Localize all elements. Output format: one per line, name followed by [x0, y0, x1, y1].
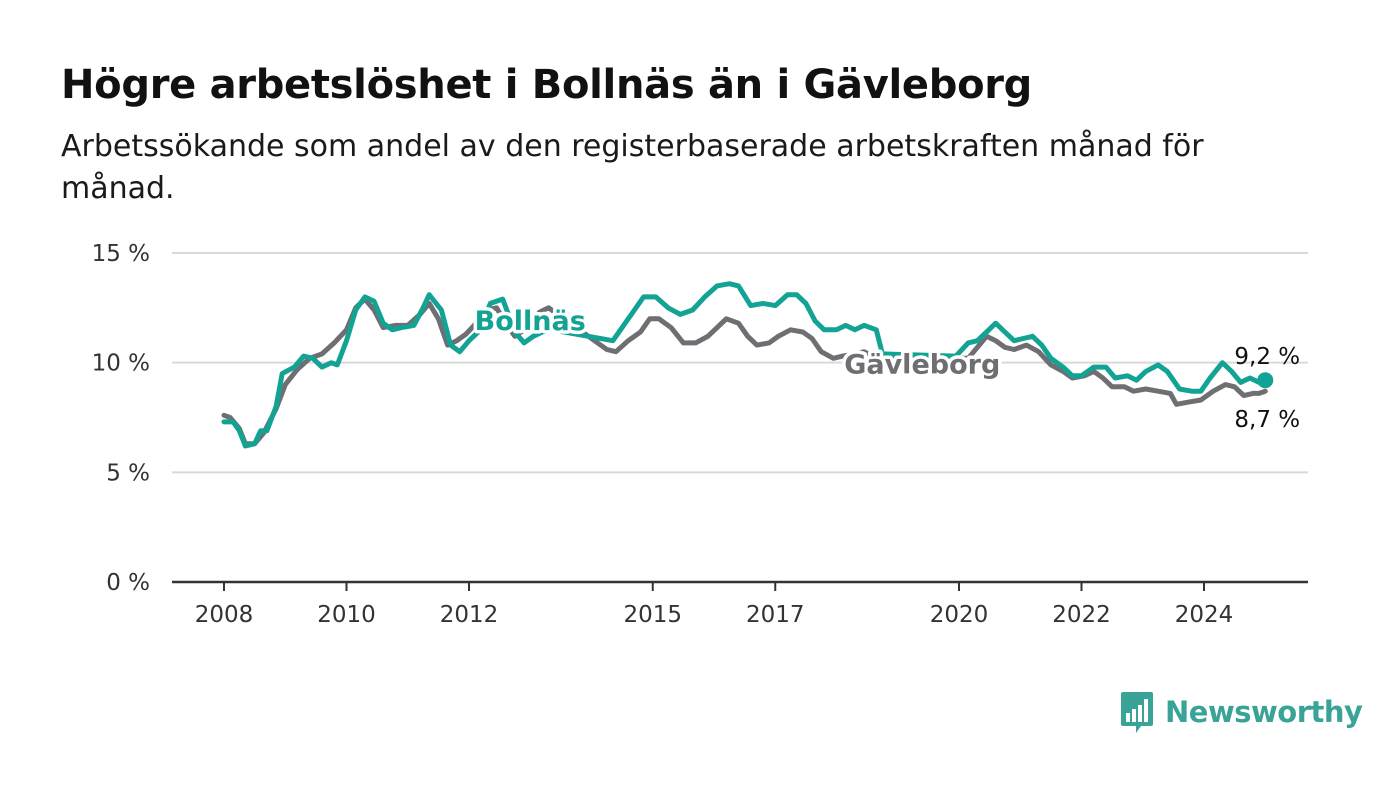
- x-tick-label: 2015: [623, 602, 682, 628]
- logo-wordmark: Newsworthy: [1165, 695, 1363, 729]
- series-label: Gävleborg: [844, 350, 1000, 381]
- x-tick-label: 2017: [746, 602, 805, 628]
- chart-subtitle: Arbetssökande som andel av den registerb…: [61, 129, 1204, 206]
- x-tick-label: 2010: [317, 602, 376, 628]
- series-lines: [221, 281, 1268, 449]
- series-label: Bollnäs: [475, 306, 586, 337]
- y-tick-label: 10 %: [92, 351, 150, 377]
- chart-labels: Bollnäs Gävleborg 9,2 % 8,7 %: [471, 302, 1300, 433]
- y-axis-ticks: 0 % 5 % 10 % 15 %: [92, 241, 150, 596]
- newsworthy-bar-chart-icon: [1121, 692, 1153, 733]
- series-line-bollns: [221, 281, 1268, 449]
- chart-title: Högre arbetslöshet i Bollnäs än i Gävleb…: [61, 62, 1033, 108]
- x-tick-label: 2024: [1175, 602, 1234, 628]
- grid-lines: [172, 252, 1308, 474]
- end-value-label: 9,2 %: [1234, 344, 1300, 370]
- x-tick-label: 2020: [930, 602, 989, 628]
- end-value-label: 8,7 %: [1234, 407, 1300, 433]
- x-tick-label: 2022: [1052, 602, 1111, 628]
- x-tick-label: 2012: [440, 602, 499, 628]
- x-tick-label: 2008: [195, 602, 254, 628]
- y-tick-label: 15 %: [92, 241, 150, 267]
- x-axis: 2008 2010 2012 2015 2017 2020 2022 2024: [172, 580, 1308, 628]
- end-point-marker: [1257, 372, 1274, 389]
- y-tick-label: 5 %: [106, 460, 150, 486]
- y-tick-label: 0 %: [106, 570, 150, 596]
- series-line-gvleborg: [221, 296, 1268, 447]
- newsworthy-logo[interactable]: Newsworthy: [1119, 690, 1363, 734]
